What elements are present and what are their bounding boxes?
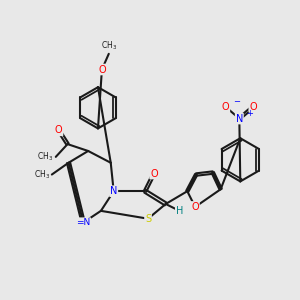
Text: O: O <box>249 102 257 112</box>
Text: O: O <box>191 202 199 212</box>
Text: CH$_3$: CH$_3$ <box>34 168 50 181</box>
Text: CH$_3$: CH$_3$ <box>37 151 53 163</box>
Text: −: − <box>233 97 240 106</box>
Text: +: + <box>246 109 253 118</box>
Text: O: O <box>150 169 158 178</box>
Text: CH$_3$: CH$_3$ <box>101 40 117 52</box>
Text: O: O <box>55 125 62 135</box>
Text: O: O <box>222 102 230 112</box>
Text: O: O <box>98 64 106 74</box>
Text: S: S <box>145 214 151 224</box>
Text: =N: =N <box>76 218 90 227</box>
Text: H: H <box>176 206 183 216</box>
Text: N: N <box>236 114 243 124</box>
Text: N: N <box>110 186 117 196</box>
